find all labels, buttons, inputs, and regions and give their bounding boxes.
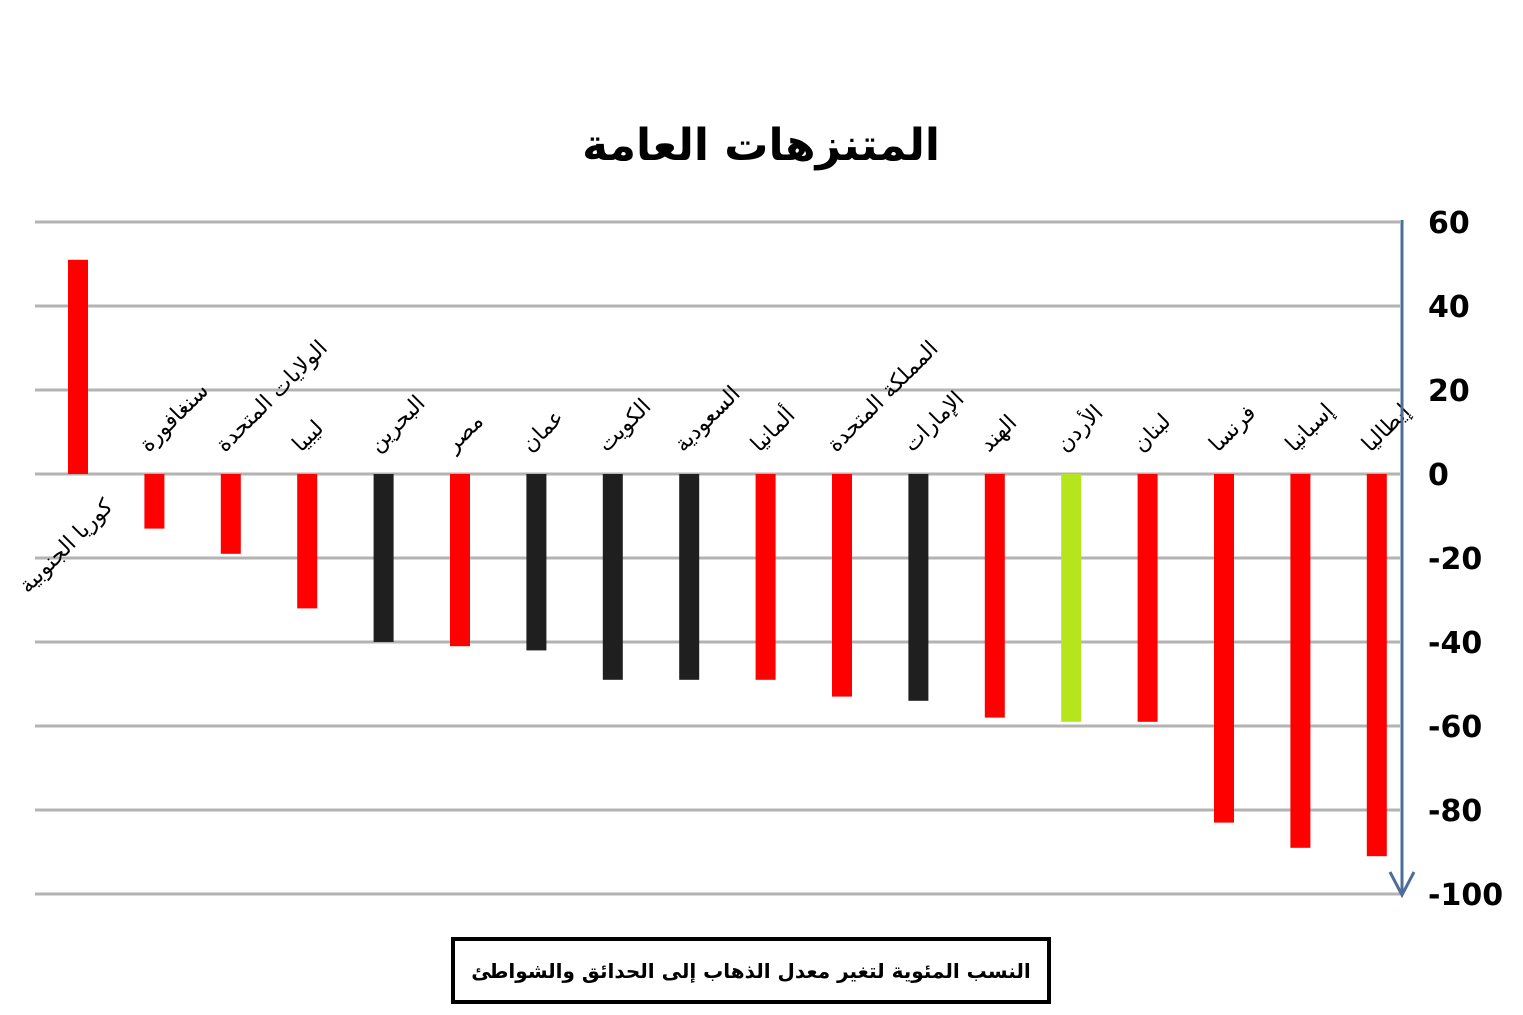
- bar: [1366, 474, 1387, 857]
- bar: [984, 474, 1005, 718]
- gridlines: [35, 220, 1400, 896]
- bar: [1290, 474, 1311, 848]
- bar: [220, 474, 241, 554]
- bar: [450, 474, 470, 647]
- y-tick-label: 60: [1428, 206, 1470, 241]
- bar: [1061, 474, 1082, 722]
- y-tick-label: 20: [1428, 374, 1470, 409]
- bar: [602, 474, 623, 680]
- bars: [68, 259, 1387, 857]
- y-tick-label: -40: [1428, 626, 1482, 661]
- bar: [755, 474, 776, 680]
- y-axis-arrowhead: [1388, 871, 1416, 899]
- y-tick-labels: 60 40 20 0 -20 -40 -60 -80 -100: [1428, 206, 1503, 913]
- bar: [526, 474, 547, 651]
- y-axis: [1388, 220, 1416, 899]
- bar: [908, 474, 929, 701]
- caption-text: النسب المئوية لتغير معدل الذهاب إلى الحد…: [471, 959, 1030, 983]
- y-tick-label: 40: [1428, 290, 1470, 325]
- bar: [1137, 474, 1158, 722]
- y-tick-label: -20: [1428, 542, 1482, 577]
- bar: [1214, 474, 1234, 823]
- y-tick-label: -60: [1428, 710, 1482, 745]
- y-tick-label: -100: [1428, 878, 1503, 913]
- y-tick-label: 0: [1428, 458, 1449, 493]
- chart-title: المتنزهات العامة: [582, 120, 940, 171]
- bar: [373, 474, 394, 642]
- bar: [297, 474, 318, 609]
- caption-box: [451, 937, 1051, 1004]
- y-tick-label: -80: [1428, 794, 1482, 829]
- bar: [68, 259, 88, 474]
- caption: النسب المئوية لتغير معدل الذهاب إلى الحد…: [451, 937, 1051, 1004]
- bar: [144, 474, 165, 529]
- bar: [679, 474, 700, 680]
- bar: [832, 474, 852, 697]
